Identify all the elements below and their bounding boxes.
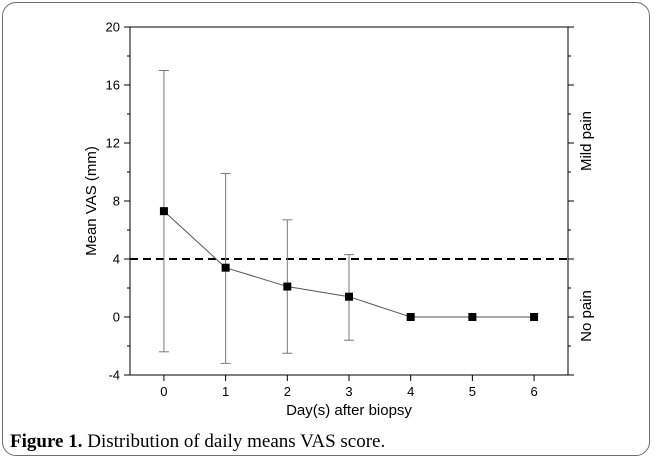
data-point (221, 263, 230, 272)
x-axis-title: Day(s) after biopsy (286, 402, 412, 419)
x-tick-label: 6 (530, 384, 537, 399)
data-markers (159, 207, 539, 321)
y-tick-label: 0 (113, 310, 120, 325)
x-axis-ticks: 0 1 2 3 4 5 6 (160, 375, 538, 399)
data-point (345, 292, 353, 301)
y-tick-label: 12 (106, 136, 120, 151)
x-tick-label: 4 (407, 384, 414, 399)
x-tick-label: 2 (284, 384, 291, 399)
caption-label: Figure 1. (10, 431, 83, 452)
x-tick-label: 0 (160, 384, 167, 399)
right-label-mild-pain: Mild pain (578, 111, 595, 171)
data-point (530, 313, 539, 321)
y-tick-label: 4 (113, 252, 120, 267)
y-axis-ticks: -4 0 4 8 12 16 20 (106, 20, 574, 383)
x-tick-label: 3 (345, 384, 352, 399)
caption-text: Distribution of daily means VAS score. (87, 431, 386, 452)
figure-frame (2, 2, 650, 456)
y-tick-label: 8 (113, 194, 120, 209)
error-bars (158, 70, 354, 364)
data-point (159, 207, 168, 216)
x-tick-label: 5 (469, 384, 476, 399)
data-point (283, 282, 292, 291)
right-label-no-pain: No pain (578, 290, 595, 342)
y-tick-label: 20 (106, 20, 120, 35)
data-point (406, 313, 415, 321)
y-tick-label: 16 (106, 78, 120, 93)
y-axis-title: Mean VAS (mm) (83, 146, 100, 256)
y-tick-label: -4 (108, 368, 120, 383)
figure-caption: Figure 1. Distribution of daily means VA… (10, 431, 385, 453)
x-tick-label: 1 (222, 384, 229, 399)
data-point (468, 313, 477, 321)
